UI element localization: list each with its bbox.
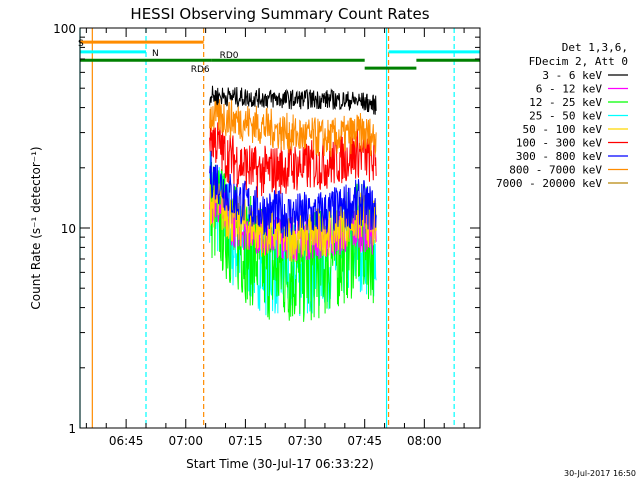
state-bar-label: N (152, 49, 159, 59)
x-tick-label: 07:15 (228, 434, 263, 448)
legend-entry-label: 50 - 100 keV (523, 123, 603, 136)
x-tick-label: 07:30 (288, 434, 323, 448)
x-axis-label: Start Time (30-Jul-17 06:33:22) (186, 457, 374, 471)
legend-entry-label: 12 - 25 keV (529, 96, 602, 109)
series-line (209, 96, 377, 157)
legend-entry-label: 25 - 50 keV (529, 110, 602, 123)
plot-area: S N RD6 RD0 (78, 28, 480, 428)
y-tick-label: 10 (61, 222, 76, 236)
y-tick-label: 1 (68, 422, 76, 436)
chart-title: HESSI Observing Summary Count Rates (130, 5, 429, 23)
y-tick-label: 100 (53, 22, 76, 36)
y-axis-label: Count Rate (s⁻¹ detector⁻¹) (29, 146, 43, 309)
legend-entry-label: 3 - 6 keV (542, 69, 602, 82)
x-tick-label: 08:00 (407, 434, 442, 448)
x-tick-label: 06:45 (109, 434, 144, 448)
legend-header-decimation: FDecim 2, Att 0 (529, 55, 628, 68)
x-tick-label: 07:45 (347, 434, 382, 448)
state-bar-label: RD0 (220, 51, 239, 61)
series-line (209, 85, 377, 115)
legend-entry-label: 300 - 800 keV (516, 150, 602, 163)
timestamp-stamp: 30-Jul-2017 16:50 (564, 469, 636, 478)
legend-entry-label: 7000 - 20000 keV (496, 177, 602, 190)
legend-header-detectors: Det 1,3,6, (562, 41, 628, 54)
state-bar-label: RD6 (191, 65, 210, 75)
series-line (209, 109, 377, 198)
legend-entry-label: 100 - 300 keV (516, 137, 602, 150)
legend-entry-label: 6 - 12 keV (536, 83, 603, 96)
series-line (209, 150, 377, 239)
x-tick-label: 07:00 (168, 434, 203, 448)
legend-entry-label: 800 - 7000 keV (509, 164, 602, 177)
axes: 06:45 07:00 07:15 07:30 07:45 08:00 1 10 100 (53, 22, 481, 448)
state-bar-label: S (78, 39, 84, 49)
